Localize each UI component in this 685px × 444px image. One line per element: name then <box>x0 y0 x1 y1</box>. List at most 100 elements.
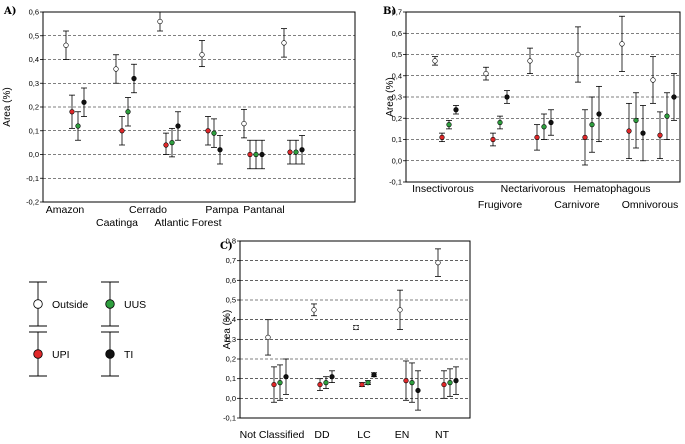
point-marker <box>265 334 271 340</box>
point-marker <box>441 381 447 388</box>
panel-label: C) <box>220 241 233 252</box>
data-point-upi <box>247 139 253 170</box>
point-marker <box>323 380 329 386</box>
data-point-outside <box>650 56 656 104</box>
data-point-upi <box>582 109 588 166</box>
y-tick-label: 0,3 <box>29 79 39 88</box>
data-point-uus <box>497 115 503 130</box>
data-point-upi <box>317 378 323 391</box>
data-point-uus <box>365 380 371 386</box>
data-point-upi <box>439 132 445 143</box>
legend-label: UPI <box>52 349 70 361</box>
y-tick-label: 0,4 <box>392 71 402 80</box>
data-point-ti <box>131 63 137 94</box>
y-tick-label: 0,5 <box>392 50 402 59</box>
data-point-upi <box>69 94 75 129</box>
data-point-outside <box>241 108 247 139</box>
data-point-uus <box>169 127 175 158</box>
point-marker <box>589 122 595 128</box>
legend-marker <box>105 349 115 359</box>
point-marker <box>247 151 253 158</box>
point-marker <box>125 109 131 115</box>
x-category-label: Omnivorous <box>622 199 679 211</box>
y-tick-label: 0,3 <box>226 335 236 344</box>
legend: Outside UUS UPI TI <box>29 281 146 377</box>
data-point-upi <box>657 111 663 160</box>
chart-panel-a: -0,2 -0,1 0,0 0,1 0,2 0,3 0,4 0,5 0,6 Area (%) A) A… <box>2 6 356 229</box>
point-marker <box>497 119 503 126</box>
point-marker <box>365 380 371 386</box>
data-point-upi <box>271 366 277 403</box>
data-point-uus <box>125 97 131 127</box>
data-point-upi <box>119 116 125 146</box>
data-point-ti <box>453 105 459 115</box>
data-point-outside <box>483 66 489 81</box>
x-category-label: EN <box>395 429 410 441</box>
x-category-label: Caatinga <box>96 217 138 229</box>
point-marker <box>504 94 510 100</box>
y-tick-label: -0,1 <box>389 178 402 187</box>
legend-item-uus: UUS <box>101 281 146 327</box>
y-axis-label: Area (%) <box>222 310 233 349</box>
x-category-label: Cerrado <box>129 204 167 216</box>
point-marker <box>447 380 453 386</box>
x-category-label: Carnivore <box>554 199 600 211</box>
point-marker <box>113 66 119 72</box>
legend-label: TI <box>124 349 133 361</box>
point-marker <box>534 134 540 140</box>
y-tick-label: 0,6 <box>226 276 236 285</box>
y-tick-label: 0,1 <box>392 135 402 144</box>
point-marker <box>293 149 299 155</box>
data-point-uus <box>541 113 547 140</box>
chart-panel-b: -0,1 0,0 0,1 0,2 0,3 0,4 0,5 0,6 0,7 Area (%) B) In… <box>383 6 681 211</box>
y-tick-label: -0,1 <box>26 174 39 183</box>
point-marker <box>175 123 181 129</box>
data-point-ti <box>504 90 510 104</box>
data-point-ti <box>81 87 87 117</box>
point-marker <box>259 151 265 158</box>
x-category-label: Not Classified <box>240 429 305 441</box>
x-category-label: Hematophagous <box>573 183 650 195</box>
x-category-label: Nectarivorous <box>501 183 566 195</box>
data-point-upi <box>403 360 409 401</box>
data-point-uus <box>75 111 81 141</box>
point-marker <box>582 134 588 140</box>
point-marker <box>253 151 259 158</box>
point-marker <box>435 260 441 266</box>
data-point-ti <box>329 370 335 384</box>
point-marker <box>63 42 69 48</box>
y-tick-label: 0,4 <box>226 315 236 324</box>
point-marker <box>633 117 639 123</box>
point-marker <box>439 134 445 140</box>
data-point-outside <box>311 303 317 317</box>
point-marker <box>397 307 403 313</box>
point-marker <box>75 123 81 129</box>
data-point-outside <box>397 289 403 330</box>
x-category-label: DD <box>314 429 330 441</box>
data-point-uus <box>277 364 283 401</box>
x-category-label: LC <box>357 429 371 441</box>
point-marker <box>241 121 247 127</box>
point-marker <box>619 41 625 47</box>
data-point-ti <box>596 85 602 143</box>
y-tick-label: 0,2 <box>226 355 236 364</box>
data-point-outside <box>432 56 438 66</box>
y-tick-label: 0,6 <box>29 8 39 17</box>
point-marker <box>277 380 283 386</box>
point-marker <box>287 149 293 155</box>
x-category-label: Amazon <box>46 204 85 216</box>
y-axis-label: Area (%) <box>385 77 396 116</box>
y-tick-label: 0,7 <box>392 8 402 17</box>
y-tick-label: 0,1 <box>29 126 39 135</box>
point-marker <box>453 378 459 384</box>
point-marker <box>527 58 533 64</box>
data-point-ti <box>371 372 377 378</box>
point-marker <box>548 119 554 126</box>
data-point-ti <box>671 73 677 121</box>
data-point-upi <box>359 381 365 388</box>
y-tick-label: 0,1 <box>226 374 236 383</box>
y-tick-label: 0,2 <box>392 114 402 123</box>
panel-label: B) <box>383 6 396 17</box>
data-point-outside <box>527 47 533 75</box>
